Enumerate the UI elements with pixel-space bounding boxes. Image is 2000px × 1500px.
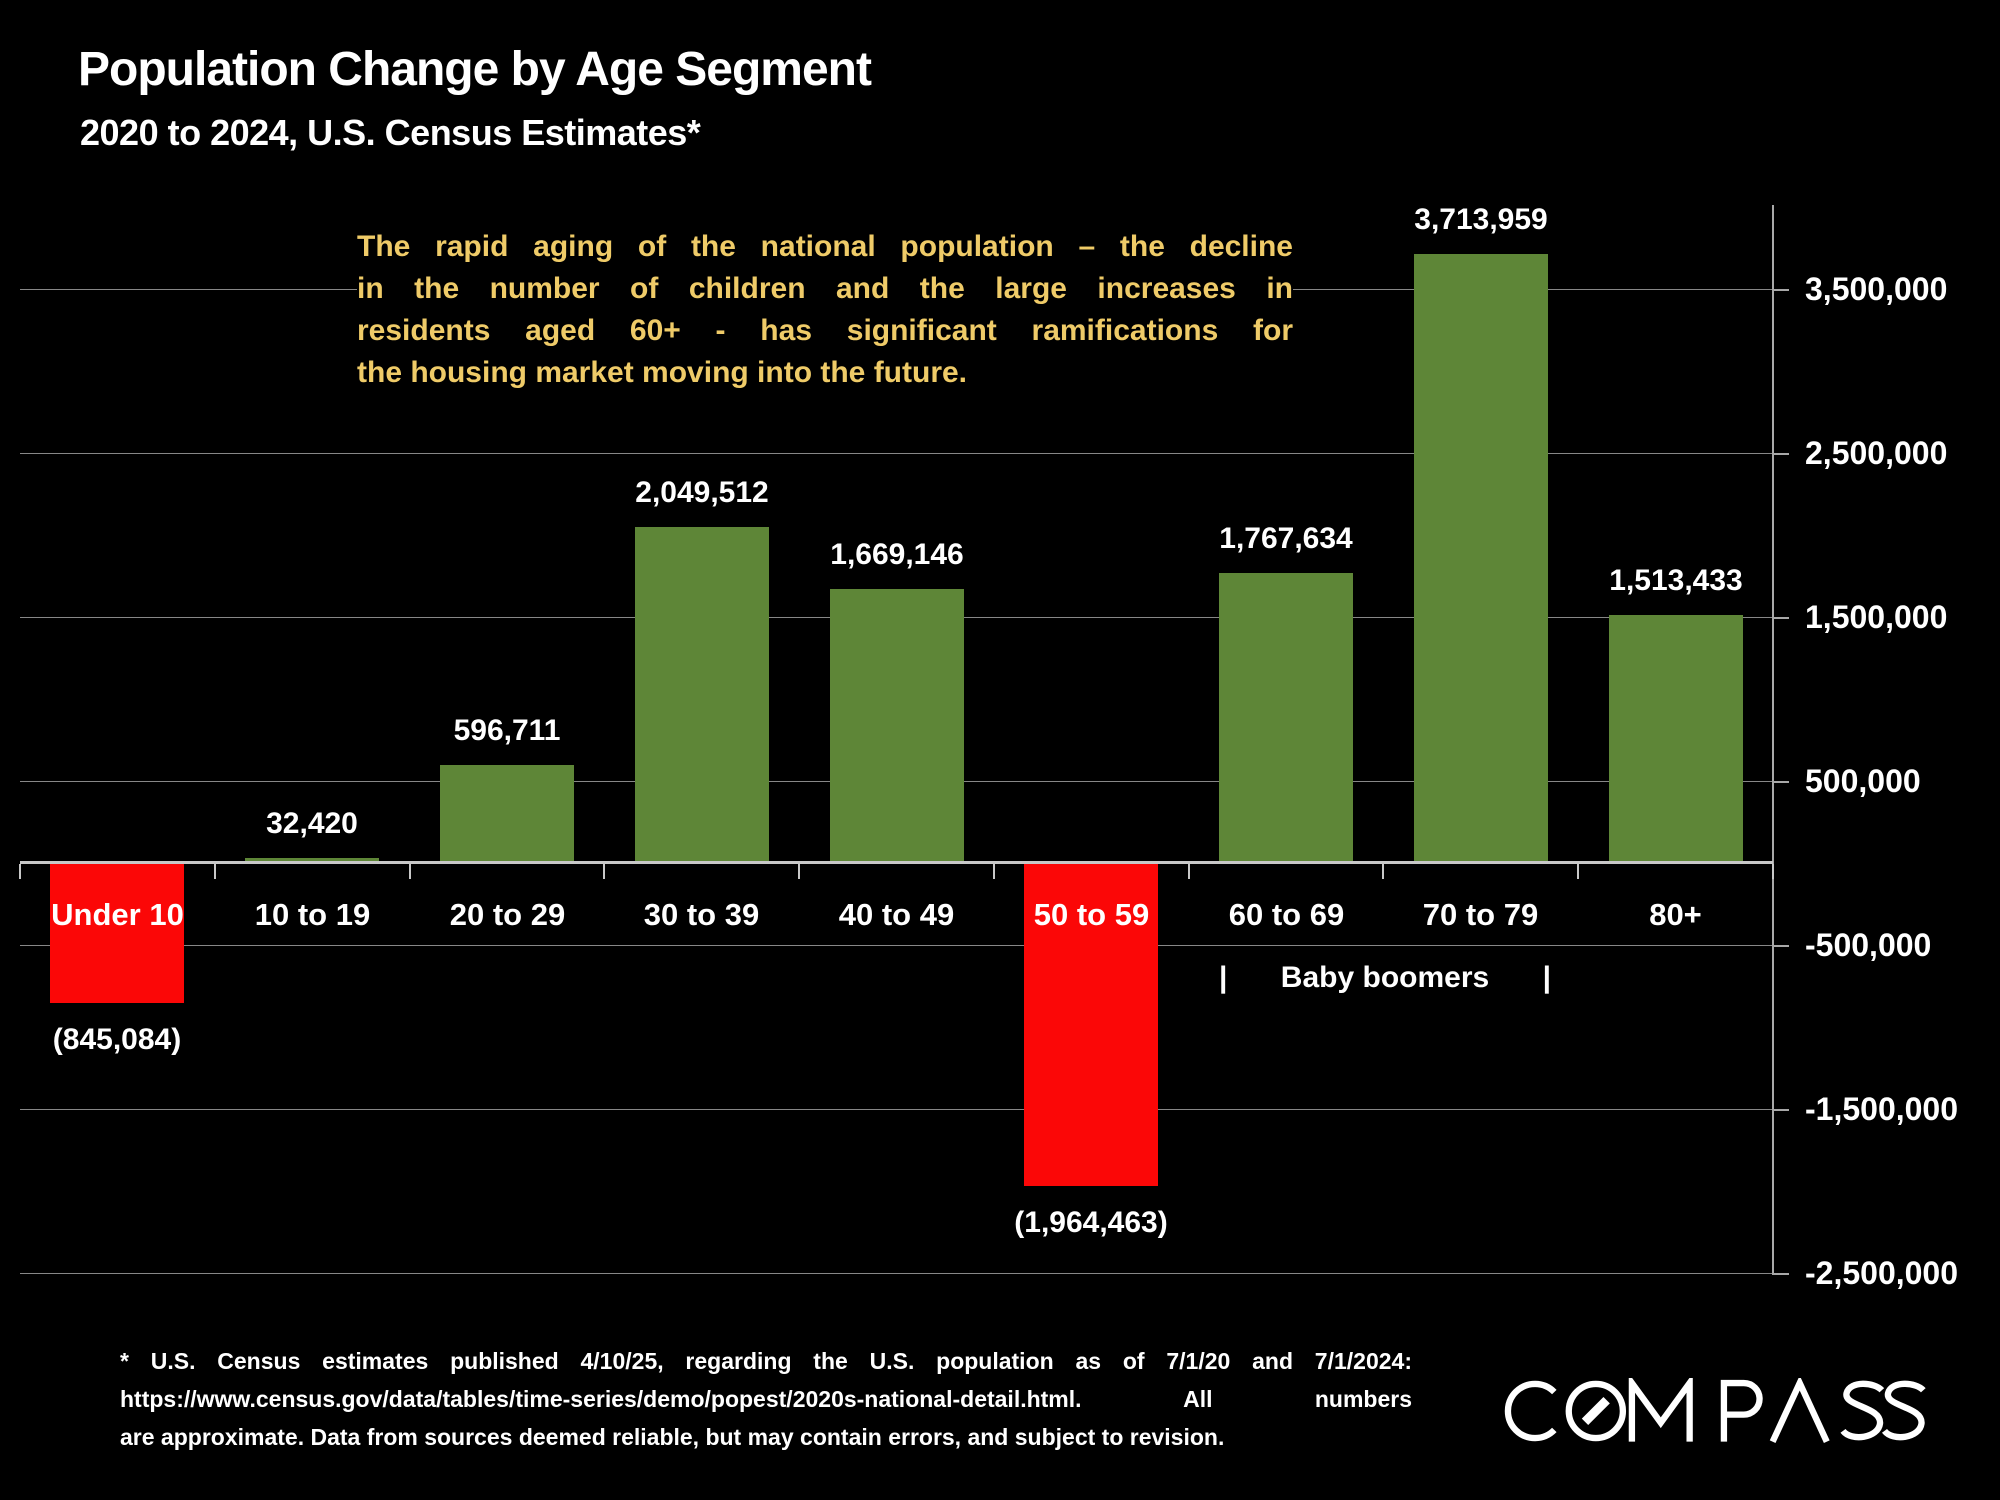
bar-value-label: 3,713,959 [1414,203,1548,236]
category-label: 60 to 69 [1228,897,1345,932]
footnote: * U.S. Census estimates published 4/10/2… [120,1342,1412,1456]
category-label: Under 10 [51,897,184,932]
bar-60-to-69 [1219,573,1353,863]
x-axis-line [20,861,1773,864]
bar-80+ [1609,615,1743,863]
y-axis-tick [1773,453,1789,455]
bar-value-label: 596,711 [453,714,561,747]
footnote-line: https://www.census.gov/data/tables/time-… [120,1386,1412,1412]
category-label: 10 to 19 [254,897,371,932]
baby-boomers-label: Baby boomers [1280,961,1490,994]
bar-40-to-49 [830,589,964,863]
category-label: 20 to 29 [449,897,566,932]
bar-value-label: (1,964,463) [1014,1206,1168,1239]
x-axis-tick [1577,864,1579,879]
logo-letter-a [1769,1378,1830,1443]
x-axis-tick [798,864,800,879]
logo-compass-needle [1581,1396,1610,1426]
y-axis-tick [1773,289,1789,291]
footnote-line: are approximate. Data from sources deeme… [120,1424,1225,1450]
y-axis-label: -2,500,000 [1805,1255,1959,1291]
baby-boomers-range: | Baby boomers | [1219,957,1551,999]
x-axis-tick [993,864,995,879]
bar-50-to-59 [1024,864,1158,1186]
logo-letter-m [1628,1378,1693,1442]
y-axis-line [1772,205,1774,1275]
x-axis-tick [1382,864,1384,879]
logo-compass-dial [1565,1380,1627,1442]
y-axis-tick [1773,781,1789,783]
y-axis-tick [1773,1109,1789,1111]
annotation-line: the housing market moving into the futur… [357,356,968,389]
x-axis-tick [1188,864,1190,879]
baby-boomers-left-pipe: | [1219,961,1228,994]
bar-value-label: (845,084) [52,1023,182,1056]
logo-letter-p [1720,1379,1763,1442]
gridline [20,1273,1773,1274]
logo-letter-c [1504,1380,1557,1442]
bar-value-label: 32,420 [266,807,358,840]
logo-letter-s [1840,1380,1885,1441]
y-axis-tick [1773,1273,1789,1275]
bar-value-label: 1,513,433 [1609,564,1743,597]
x-axis-tick [1772,864,1774,879]
x-axis-tick [603,864,605,879]
y-axis-tick [1773,945,1789,947]
bar-under-10 [50,864,184,1003]
gridline [20,945,1773,946]
category-label: 80+ [1649,897,1702,932]
page-title: Population Change by Age Segment [78,43,872,96]
compass-logo [1504,1378,1926,1443]
bar-value-label: 1,767,634 [1219,522,1353,555]
x-axis-tick [214,864,216,879]
baby-boomers-right-pipe: | [1542,961,1551,994]
bar-20-to-29 [440,765,574,863]
footnote-line: * U.S. Census estimates published 4/10/2… [120,1348,1412,1374]
category-label: 70 to 79 [1422,897,1539,932]
annotation-line: The rapid aging of the national populati… [357,230,1293,263]
logo-letter-s [1885,1384,1924,1437]
category-label: 40 to 49 [838,897,955,932]
annotation-line: in the number of children and the large … [357,272,1293,305]
page-subtitle: 2020 to 2024, U.S. Census Estimates* [80,112,701,153]
annotation-callout: The rapid aging of the national populati… [357,226,1293,394]
y-axis-label: 2,500,000 [1805,435,1948,471]
annotation-line: residents aged 60+ - has significant ram… [357,314,1293,347]
x-axis-tick [19,864,21,879]
y-axis-label: 1,500,000 [1805,599,1948,635]
x-axis-tick [409,864,411,879]
bar-70-to-79 [1414,254,1548,863]
y-axis-label: -1,500,000 [1805,1091,1959,1127]
gridline [20,453,1773,454]
y-axis-label: 3,500,000 [1805,271,1948,307]
bar-value-label: 1,669,146 [830,538,964,571]
category-label: 30 to 39 [643,897,760,932]
gridline [20,1109,1773,1110]
y-axis-label: 500,000 [1805,763,1921,799]
bar-30-to-39 [635,527,769,863]
category-label: 50 to 59 [1033,897,1150,932]
y-axis-label: -500,000 [1805,927,1932,963]
bar-10-to-19 [245,858,379,863]
y-axis-tick [1773,617,1789,619]
bar-value-label: 2,049,512 [635,476,769,509]
